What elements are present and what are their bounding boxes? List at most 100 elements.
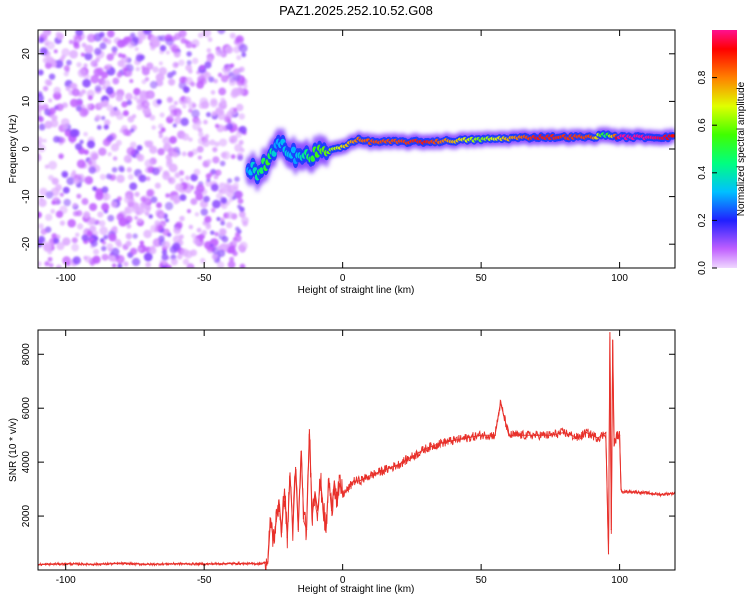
spectrogram-noise-cell	[218, 182, 226, 190]
spectrogram-noise-cell	[173, 101, 178, 106]
spectrogram-noise-cell	[229, 256, 235, 262]
spectrogram-noise-cell	[170, 258, 178, 266]
spectrogram-noise-cell	[83, 149, 89, 155]
spectrogram-noise-cell	[69, 49, 79, 59]
spectrogram-noise-cell	[94, 85, 102, 92]
spectrogram-noise-cell	[161, 264, 167, 268]
spectrogram-noise-cell	[224, 184, 231, 192]
spectrogram-noise-cell	[75, 232, 80, 237]
spectrogram-noise-cell	[76, 223, 84, 230]
spectrogram-noise-cell	[62, 237, 71, 246]
spectrogram-noise-cell	[234, 143, 243, 152]
spectrogram-noise-cell	[204, 133, 210, 139]
spectrogram-noise-cell	[99, 42, 107, 50]
spectrogram-noise-cell	[44, 164, 50, 169]
spectrogram-noise-cell	[39, 187, 48, 196]
spectrogram-noise-cell	[141, 100, 150, 109]
spectrogram-noise-cell	[54, 59, 64, 69]
spectrogram-noise-cell	[62, 186, 70, 194]
spectrogram-noise-cell	[127, 40, 135, 49]
spectrogram-noise-cell	[155, 73, 165, 82]
spectrogram-noise-cell	[193, 168, 201, 176]
spectrogram-noise-cell	[212, 246, 220, 255]
snr-data-point	[364, 477, 366, 479]
spectrogram-noise-cell	[179, 76, 187, 84]
snr-data-point	[605, 431, 607, 434]
spectrogram-noise-cell	[63, 65, 70, 72]
spectrogram-noise-cell	[204, 215, 212, 224]
spectrogram-noise-cell	[165, 218, 170, 223]
snr-data-point	[148, 563, 150, 565]
spectrogram-noise-cell	[107, 214, 115, 222]
spectrogram-noise-cell	[159, 112, 165, 118]
spectrogram-noise-cell	[116, 174, 125, 183]
spectrogram-noise-cell	[100, 71, 109, 79]
snr-data-point	[397, 464, 399, 466]
spectrogram-noise-cell	[196, 145, 204, 153]
spectrogram-noise-cell	[86, 33, 96, 43]
spectrogram-noise-cell	[61, 48, 70, 57]
spectrogram-noise-cell	[44, 261, 50, 267]
spectrogram-noise-cell	[116, 213, 125, 222]
snr-data-point	[120, 562, 122, 565]
spectrogram-noise-cell	[42, 241, 51, 250]
spectrogram-noise-cell	[242, 220, 248, 227]
spectrogram-noise-cell	[90, 60, 98, 68]
spectrogram-noise-cell	[106, 243, 114, 251]
spectrogram-noise-cell	[137, 246, 143, 253]
spectrogram-noise-cell	[59, 137, 66, 144]
spectrogram-noise-cell	[179, 194, 187, 202]
spectrogram-noise-cell	[59, 192, 64, 197]
spectrogram-noise-cell	[48, 262, 54, 268]
spectrogram-noise-cell	[181, 151, 187, 157]
snr-data-point	[480, 434, 482, 436]
spectrogram-noise-cell	[219, 138, 228, 147]
spectrogram-noise-cell	[48, 73, 56, 80]
spectrogram-noise-cell	[79, 108, 89, 118]
spectrogram-noise-cell	[235, 86, 245, 96]
spectrogram-noise-cell	[199, 97, 209, 106]
spectrogram-x-label: Height of straight line (km)	[298, 285, 415, 296]
snr-data-point	[609, 332, 611, 334]
spectrogram-x-tick-label: 100	[611, 273, 628, 284]
spectrogram-noise-cell	[241, 52, 247, 58]
spectrogram-noise-cell	[224, 45, 233, 54]
spectrogram-noise-cell	[146, 62, 154, 70]
snr-data-point	[358, 480, 360, 482]
spectrogram-noise-cell	[165, 50, 170, 55]
spectrogram-noise-cell	[96, 125, 102, 130]
spectrogram-noise-cell	[101, 253, 109, 261]
spectrogram-noise-cell	[185, 40, 193, 49]
spectrogram-noise-cell	[115, 94, 123, 102]
spectrogram-noise-cell	[133, 95, 139, 101]
spectrogram-noise-cell	[145, 261, 152, 268]
spectrogram-noise-cell	[75, 30, 84, 37]
spectrogram-noise-cell	[105, 86, 114, 95]
spectrogram-noise-cell	[228, 71, 234, 77]
spectrogram-noise-cell	[124, 215, 133, 224]
spectrogram-noise-cell	[53, 49, 58, 54]
spectrogram-noise-cell	[46, 56, 54, 64]
snr-data-point	[231, 562, 233, 565]
snr-data-point	[347, 488, 349, 490]
snr-data-point	[339, 483, 341, 485]
spectrogram-noise-cell	[84, 175, 94, 185]
spectrogram-noise-cell	[111, 263, 117, 268]
spectrogram-noise-cell	[102, 37, 108, 43]
snr-data-point	[278, 499, 280, 501]
spectrogram-noise-cell	[125, 232, 133, 240]
spectrogram-noise-cell	[188, 108, 193, 113]
spectrogram-noise-cell	[238, 140, 244, 146]
spectrogram-noise-cell	[144, 77, 150, 82]
spectrogram-noise-cell	[159, 35, 167, 42]
spectrogram-noise-cell	[77, 68, 87, 78]
spectrogram-noise-cell	[212, 147, 218, 153]
spectrogram-noise-cell	[174, 116, 182, 125]
spectrogram-noise-cell	[38, 37, 45, 44]
spectrogram-noise-cell	[220, 74, 229, 83]
spectrogram-noise-cell	[82, 78, 91, 88]
spectrogram-noise-cell	[220, 220, 226, 226]
spectrogram-noise-cell	[242, 83, 248, 89]
snr-data-point	[425, 448, 427, 450]
spectrogram-noise-cell	[190, 249, 198, 257]
